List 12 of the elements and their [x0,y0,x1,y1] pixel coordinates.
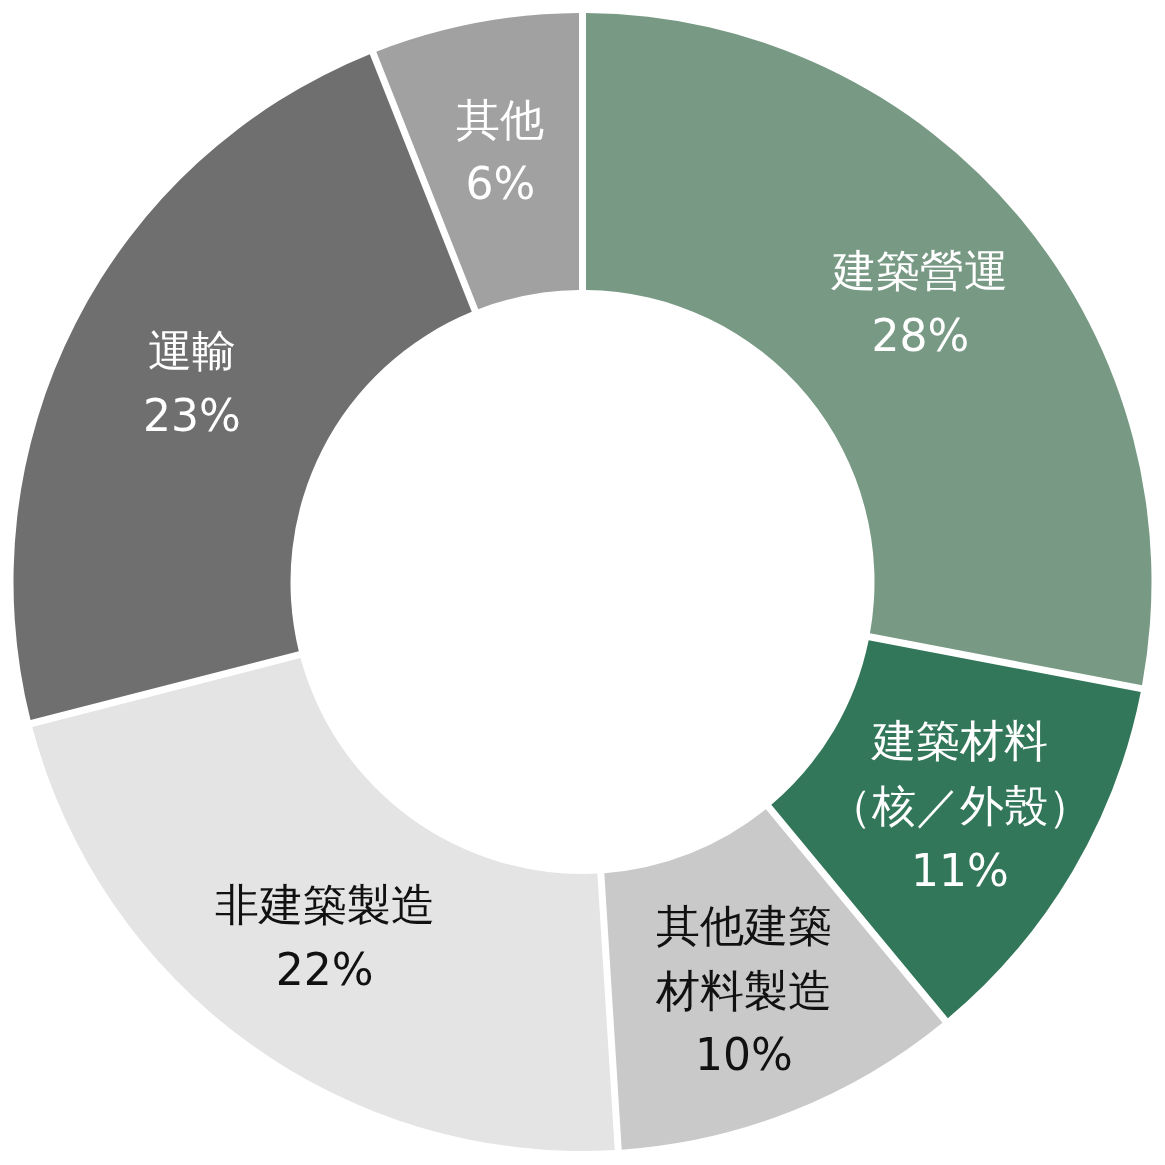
data-label: 28% [871,309,970,361]
data-label: 23% [142,389,241,441]
slice-label: 建築材料（核／外殼） [827,714,1092,831]
slice-label: 其他 [456,93,545,145]
slice-label: 運輸 [147,324,236,376]
data-label: 6% [465,158,536,210]
slice-label: 其他建築材料製造 [654,899,832,1016]
data-label: 22% [275,943,374,995]
slice-label: 非建築製造 [214,878,435,930]
data-label: 11% [911,844,1009,896]
slice-label: 建築營運 [831,244,1009,296]
data-label: 10% [695,1029,793,1081]
